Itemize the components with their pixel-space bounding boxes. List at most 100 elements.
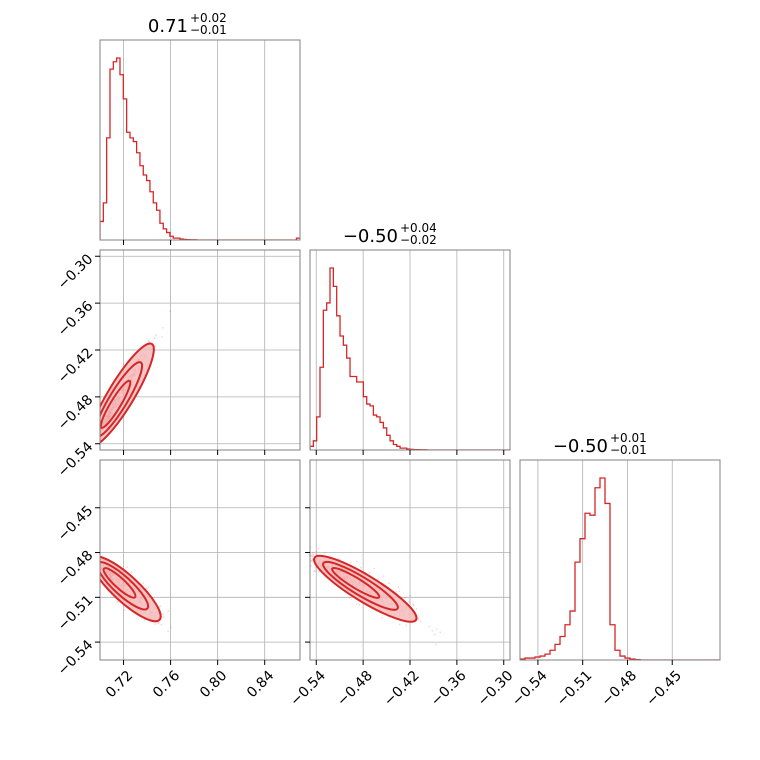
scatter-point — [97, 559, 99, 561]
scatter-point — [94, 435, 96, 437]
scatter-point — [96, 436, 98, 438]
scatter-point — [147, 340, 150, 342]
scatter-point — [92, 549, 94, 551]
histogram-bin — [113, 62, 116, 240]
x-tick-label: 0.72 — [103, 668, 136, 701]
x-tick-label: −0.54 — [509, 668, 551, 710]
scatter-point — [95, 555, 97, 557]
histogram-bin — [590, 515, 595, 660]
x-tick-label: −0.30 — [475, 668, 517, 710]
scatter-point — [96, 567, 98, 569]
scatter-point — [97, 571, 99, 573]
scatter-point — [398, 623, 401, 626]
histogram-bin — [157, 210, 160, 240]
scatter-point — [297, 558, 299, 560]
scatter-point — [97, 574, 99, 576]
scatter-point — [96, 571, 98, 573]
scatter-point — [97, 563, 99, 565]
scatter-point — [317, 570, 320, 573]
scatter-point — [98, 434, 100, 436]
scatter-point — [93, 443, 95, 445]
scatter-point — [96, 579, 98, 581]
scatter-point — [435, 643, 437, 646]
scatter-point — [167, 610, 170, 612]
x-tick-label: 0.76 — [150, 668, 183, 701]
scatter-point — [162, 616, 165, 619]
scatter-point — [377, 578, 380, 581]
scatter-point — [147, 586, 150, 589]
histogram-steps — [520, 477, 720, 660]
scatter-point — [323, 551, 326, 554]
scatter-point — [92, 438, 94, 440]
scatter-point — [98, 429, 100, 431]
histogram-bin — [550, 650, 555, 660]
scatter-point — [154, 623, 157, 625]
scatter-point — [170, 626, 172, 628]
y-tick-label: −0.54 — [55, 637, 97, 679]
scatter-point — [313, 570, 316, 572]
scatter-point — [412, 604, 415, 607]
param-title-value: 0.71 — [148, 16, 188, 37]
scatter-point — [282, 549, 284, 551]
histogram-bin — [350, 376, 353, 450]
scatter-point — [317, 548, 320, 550]
scatter-point — [96, 436, 98, 438]
scatter-point — [154, 345, 157, 348]
scatter-point — [160, 336, 163, 338]
x-tick-label: 0.84 — [244, 668, 277, 701]
scatter-point — [86, 547, 88, 549]
histogram-bin — [137, 153, 140, 240]
scatter-point — [162, 613, 164, 616]
histogram-bin — [323, 310, 326, 450]
scatter-point — [96, 431, 98, 433]
panel-frame — [99, 39, 301, 241]
histogram-bin — [123, 99, 126, 240]
scatter-point — [95, 573, 97, 575]
panel-content — [520, 477, 720, 660]
histogram-bin — [320, 367, 323, 450]
histogram-bin — [153, 203, 156, 240]
scatter-point — [97, 434, 99, 436]
histogram-bin — [620, 656, 625, 660]
param-title-plus: +0.02 — [190, 11, 227, 25]
scatter-point — [93, 565, 95, 567]
scatter-point — [412, 603, 415, 606]
histogram-bin — [600, 478, 605, 660]
scatter-point — [167, 630, 170, 633]
histogram-bin — [130, 138, 133, 240]
panel-1-0 — [92, 249, 301, 455]
param-title-plus: +0.04 — [400, 221, 437, 235]
x-tick-label: −0.48 — [599, 668, 641, 710]
x-tick-label: −0.36 — [428, 668, 470, 710]
scatter-point — [95, 567, 97, 569]
y-tick-label: −0.48 — [55, 392, 97, 434]
scatter-point — [295, 555, 297, 557]
y-tick-label: −0.36 — [55, 298, 97, 340]
histogram-bin — [575, 562, 580, 660]
contour-level-3 — [331, 566, 381, 599]
scatter-point — [93, 440, 95, 442]
histogram-bin — [140, 166, 143, 240]
scatter-point — [312, 554, 314, 557]
scatter-point — [388, 582, 390, 585]
histogram-bin — [605, 503, 610, 660]
histogram-bin — [160, 223, 163, 240]
scatter-point — [96, 434, 98, 436]
histogram-bin — [540, 656, 545, 660]
histogram-bin — [610, 625, 615, 660]
histogram-bin — [580, 539, 585, 660]
scatter-point — [312, 553, 315, 556]
scatter-point — [160, 623, 163, 626]
histogram-bin — [390, 441, 393, 450]
scatter-point — [93, 438, 95, 440]
histogram-bin — [150, 192, 153, 240]
scatter-point — [98, 437, 100, 439]
histogram-bin — [360, 382, 363, 450]
panel-content — [310, 267, 510, 450]
scatter-point — [96, 563, 98, 565]
scatter-point — [315, 550, 318, 553]
histogram-bin — [170, 236, 173, 240]
scatter-point — [126, 566, 129, 569]
histogram-bin — [310, 446, 313, 450]
scatter-point — [169, 310, 171, 313]
